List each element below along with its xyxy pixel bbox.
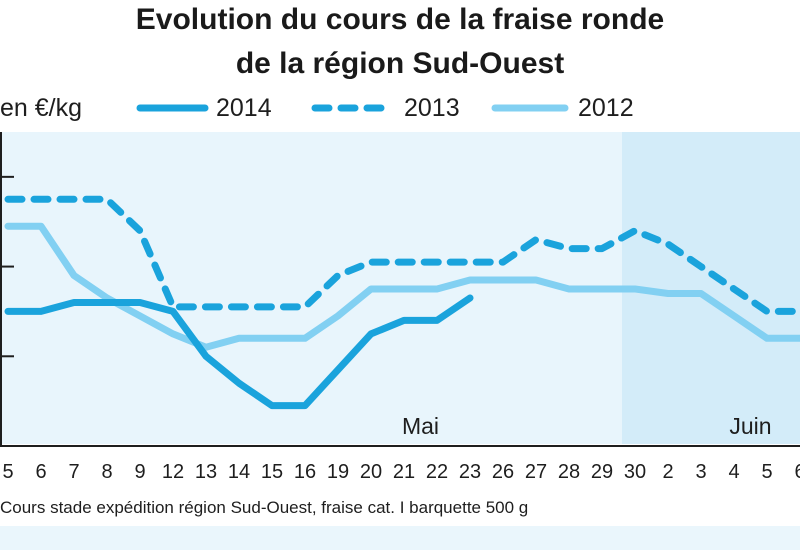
footnote: Cours stade expédition région Sud-Ouest,… xyxy=(0,498,529,517)
bottom-band xyxy=(0,526,800,550)
x-tick-label: 19 xyxy=(327,461,349,483)
legend-label-2012: 2012 xyxy=(578,94,634,122)
x-tick-label: 3 xyxy=(695,461,706,483)
x-tick-label: 6 xyxy=(794,461,800,483)
x-tick-label: 29 xyxy=(591,461,613,483)
x-tick-label: 30 xyxy=(624,461,646,483)
x-tick-label: 26 xyxy=(492,461,514,483)
x-tick-label: 5 xyxy=(761,461,772,483)
x-tick-label: 4 xyxy=(728,461,739,483)
x-ticks: 5678912131415161920212223262728293023456 xyxy=(2,461,800,483)
x-tick-label: 15 xyxy=(261,461,283,483)
x-tick-label: 16 xyxy=(294,461,316,483)
x-tick-label: 21 xyxy=(393,461,415,483)
x-tick-label: 8 xyxy=(101,461,112,483)
x-tick-label: 14 xyxy=(228,461,250,483)
month-label: Mai xyxy=(402,413,439,439)
x-tick-label: 7 xyxy=(68,461,79,483)
chart-title: Evolution du cours de la fraise ronde xyxy=(135,3,665,36)
x-tick-label: 6 xyxy=(35,461,46,483)
series-line-2014 xyxy=(4,294,474,410)
x-tick-label: 27 xyxy=(525,461,547,483)
series-line-2013 xyxy=(4,195,800,315)
x-tick-label: 22 xyxy=(426,461,448,483)
x-tick-label: 23 xyxy=(459,461,481,483)
x-tick-label: 20 xyxy=(360,461,382,483)
series-line-2012 xyxy=(4,222,800,351)
x-tick-label: 13 xyxy=(195,461,217,483)
legend-label-2014: 2014 xyxy=(216,94,272,122)
x-tick-label: 28 xyxy=(558,461,580,483)
series-lines xyxy=(4,195,800,410)
month-labels: Mai Juin xyxy=(402,413,772,439)
x-tick-label: 5 xyxy=(2,461,13,483)
legend-label-2013: 2013 xyxy=(404,94,460,122)
y-ticks xyxy=(0,175,14,358)
x-tick-label: 12 xyxy=(162,461,184,483)
chart-subtitle: de la région Sud-Ouest xyxy=(235,47,565,80)
x-tick-label: 2 xyxy=(662,461,673,483)
month-label: Juin xyxy=(729,413,771,439)
x-tick-label: 9 xyxy=(134,461,145,483)
legend-item-2014: 2014 2013 2012 xyxy=(0,90,800,126)
y-axis-unit-label: en €/kg xyxy=(0,94,83,122)
